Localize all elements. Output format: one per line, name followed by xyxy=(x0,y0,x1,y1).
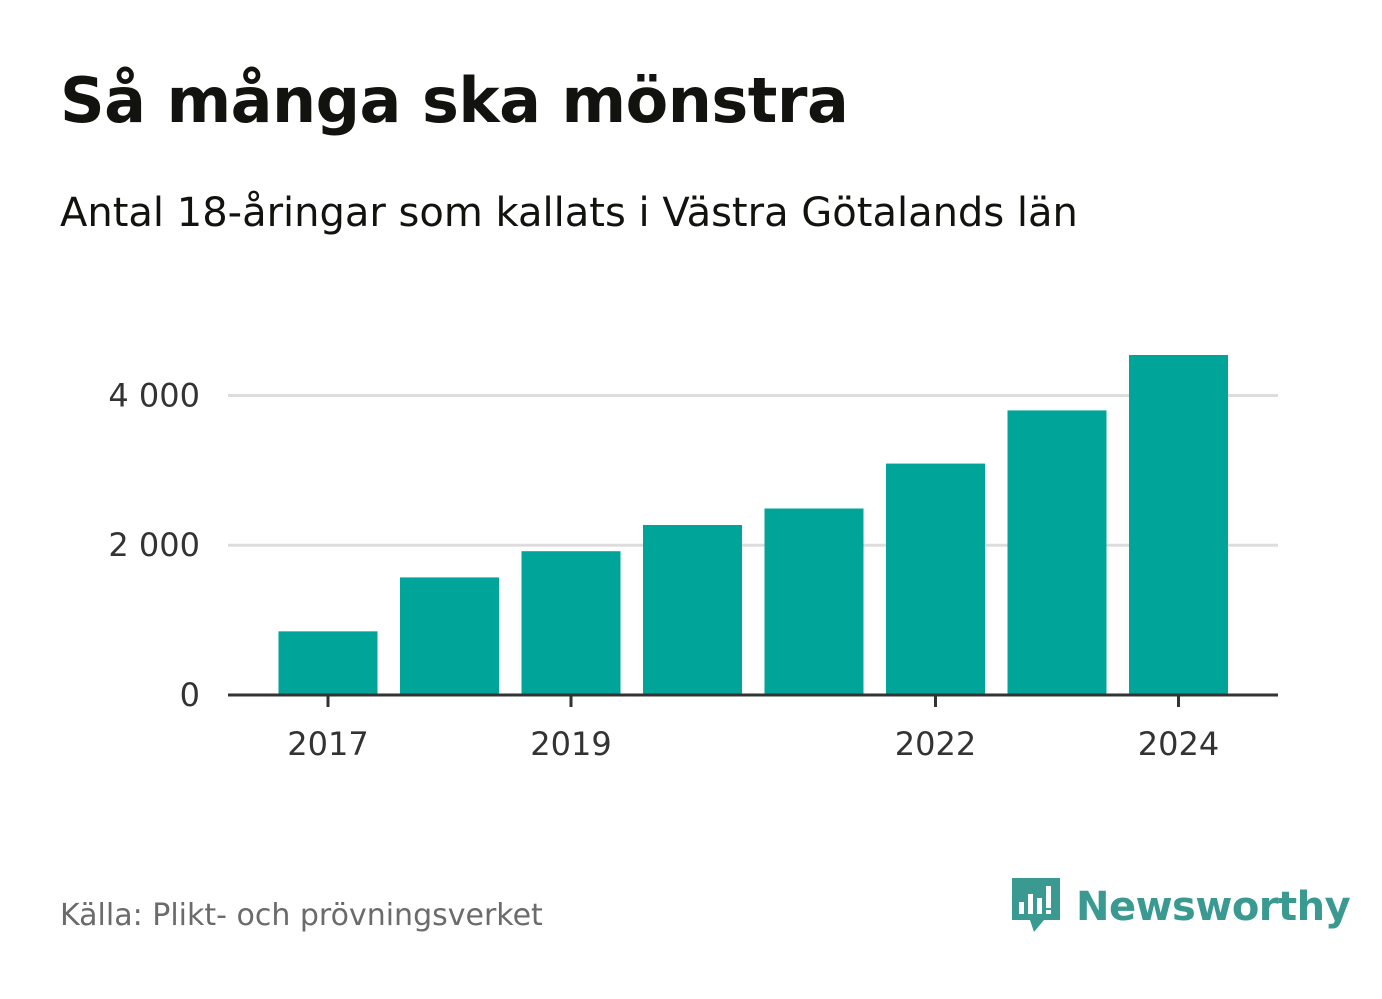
bar-2024 xyxy=(1129,355,1228,695)
chart-title: Så många ska mönstra xyxy=(60,64,849,137)
y-tick-label: 0 xyxy=(180,676,200,714)
chart-subtitle: Antal 18-åringar som kallats i Västra Gö… xyxy=(60,190,1078,236)
gridlines xyxy=(228,393,1278,547)
brand: Newsworthy xyxy=(1010,876,1351,938)
newsworthy-logo-icon xyxy=(1010,876,1062,938)
x-axis xyxy=(228,693,1278,707)
source-note: Källa: Plikt- och prövningsverket xyxy=(60,898,543,933)
x-tick-label: 2022 xyxy=(895,725,976,763)
bar-2017 xyxy=(278,631,378,695)
y-tick-label: 2 000 xyxy=(108,526,200,564)
x-tick-label: 2019 xyxy=(530,725,611,763)
x-tick-label: 2024 xyxy=(1138,725,1219,763)
bar-2018 xyxy=(400,577,499,695)
x-axis-labels: 2017 2019 2022 2024 xyxy=(287,725,1219,763)
bar-2021 xyxy=(764,508,864,695)
x-tick-label: 2017 xyxy=(287,725,368,763)
bar-2023 xyxy=(1007,410,1107,695)
bars xyxy=(278,355,1228,695)
bar-2019 xyxy=(521,551,621,695)
bar-chart: 0 2 000 4 000 2017 2019 2022 2024 xyxy=(108,355,1278,763)
y-axis-labels: 0 2 000 4 000 xyxy=(108,376,200,714)
bar-2022 xyxy=(886,463,985,695)
brand-name: Newsworthy xyxy=(1076,884,1351,930)
y-tick-label: 4 000 xyxy=(108,376,200,414)
bar-2020 xyxy=(643,525,742,695)
